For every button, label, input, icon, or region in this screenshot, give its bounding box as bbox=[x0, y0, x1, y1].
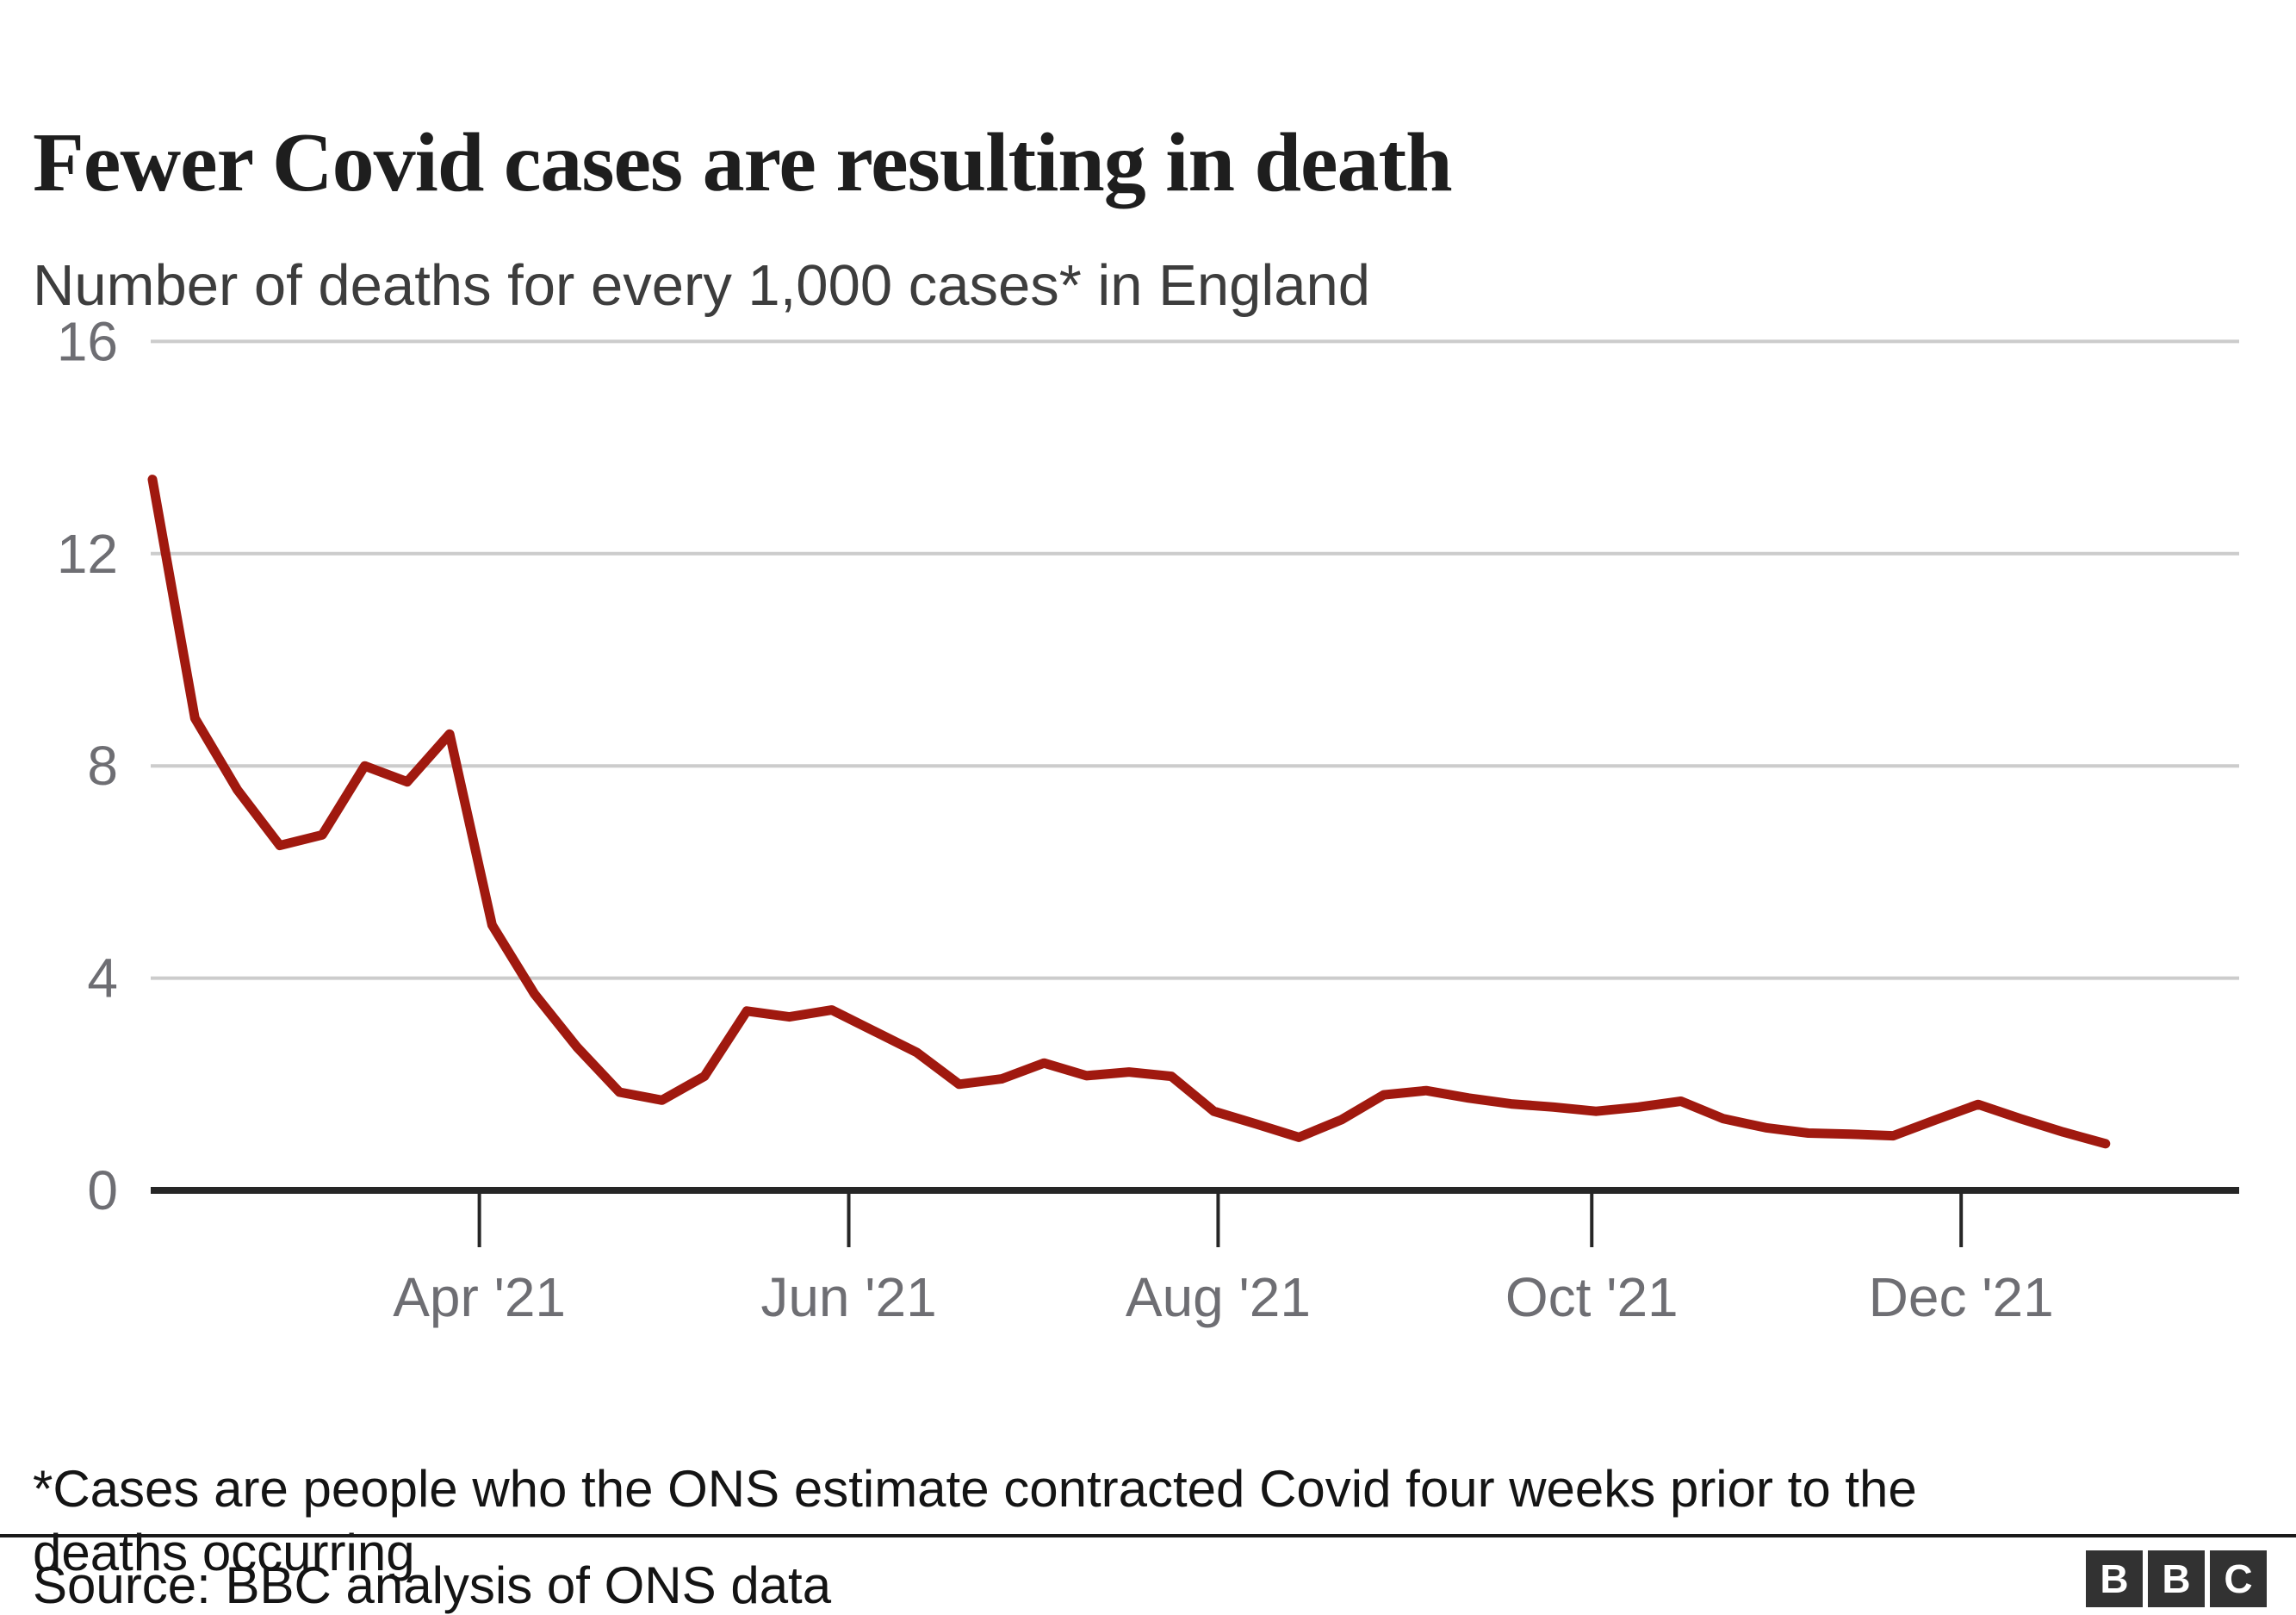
y-tick-label: 16 bbox=[57, 310, 118, 372]
y-tick-label: 0 bbox=[87, 1159, 118, 1221]
x-tick-label: Aug '21 bbox=[1126, 1266, 1311, 1328]
y-tick-label: 4 bbox=[87, 947, 118, 1009]
logo-square: C bbox=[2210, 1550, 2267, 1607]
divider-rule bbox=[0, 1534, 2296, 1537]
line-chart: 0 4 8 12 16 Apr '21 Jun '21 Aug '21 Oct '21 Dec '… bbox=[57, 310, 2239, 1328]
logo-square: B bbox=[2086, 1550, 2143, 1607]
page-subtitle: Number of deaths for every 1,000 cases* … bbox=[33, 253, 1371, 318]
logo-square: B bbox=[2148, 1550, 2205, 1607]
page-title: Fewer Covid cases are resulting in death bbox=[33, 115, 1453, 209]
data-line bbox=[147, 475, 2111, 1149]
y-tick-label: 12 bbox=[57, 523, 118, 585]
x-tick-label: Jun '21 bbox=[760, 1266, 936, 1328]
footnote-line-2: deaths occurring bbox=[33, 1524, 415, 1581]
chart-footnote: *Cases are people who the ONS estimate c… bbox=[33, 1457, 2237, 1585]
x-tick-label: Apr '21 bbox=[393, 1266, 566, 1328]
x-tick-label: Oct '21 bbox=[1505, 1266, 1679, 1328]
x-tick-label: Dec '21 bbox=[1869, 1266, 2054, 1328]
source-label: Source: BBC analysis of ONS data bbox=[33, 1556, 832, 1614]
footnote-line-1: *Cases are people who the ONS estimate c… bbox=[33, 1460, 1917, 1518]
y-tick-label: 8 bbox=[87, 735, 118, 797]
